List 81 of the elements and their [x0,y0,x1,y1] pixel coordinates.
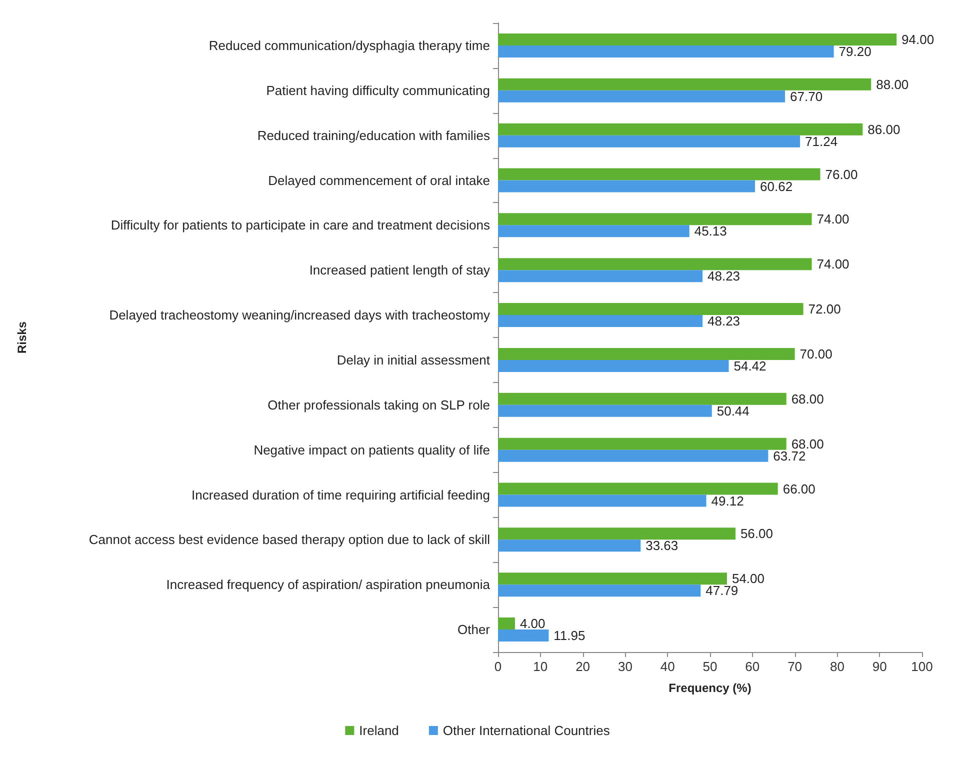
bar [498,78,872,90]
bar [498,618,515,630]
bar [498,180,756,192]
bar [498,315,702,328]
y-tick-label: Difficulty for patients to participate in care and treatment decisions [110,218,490,233]
data-label: 88.00 [876,76,909,92]
bar [498,584,701,597]
data-label: 48.23 [707,314,740,329]
data-label: 45.13 [694,224,727,239]
bar [498,494,706,507]
bar [498,225,690,238]
y-tick-label: Reduced training/education with families [257,128,490,143]
data-label: 74.00 [816,212,850,227]
y-tick-label: Patient having difficulty communicating [266,82,490,98]
data-label: 11.95 [554,628,586,644]
data-label: 94.00 [902,32,934,47]
data-label: 33.63 [646,538,678,554]
x-tick-label: 50 [702,659,718,674]
y-tick-label: Delayed commencement of oral intake [268,172,490,188]
data-label: 72.00 [808,302,841,317]
data-label: 49.12 [711,493,744,508]
bar [498,630,549,642]
data-label: 48.23 [707,268,740,284]
data-label: 86.00 [868,122,900,137]
x-tick-label: 30 [618,659,632,674]
bar [498,438,786,450]
y-axis-title: Risks [15,321,29,354]
bar [498,572,727,585]
bar [498,392,786,405]
bar [498,213,812,226]
data-label: 71.24 [805,134,838,149]
bar [498,90,786,102]
bar [498,404,712,417]
y-tick-label: Delay in initial assessment [336,352,490,368]
x-tick-label: 40 [660,659,675,674]
y-tick-label: Increased patient length of stay [309,262,490,278]
bar [498,360,729,372]
x-axis-title: Frequency (%) [668,681,752,695]
bar [498,348,795,360]
bar [498,528,736,540]
data-label: 68.00 [791,391,824,406]
bar [498,168,820,180]
y-tick-label: Cannot access best evidence based therapy option due to lack of skill [88,532,490,548]
x-tick-label: 60 [745,659,760,674]
bar [498,123,863,136]
bar [498,540,641,552]
y-tick-label: Negative impact on patients quality of life [254,442,490,458]
data-label: 67.70 [790,88,823,104]
bar [498,45,834,58]
data-label: 56.00 [740,526,773,542]
bar [498,450,768,462]
data-label: 60.62 [760,178,793,194]
legend-label: Other International Countries [442,723,610,738]
data-label: 66.00 [782,481,816,496]
bar [498,33,897,46]
x-tick-label: 90 [872,659,887,674]
x-tick-label: 80 [830,659,844,674]
x-tick-label: 0 [494,659,502,674]
y-tick-label: Reduced communication/dysphagia therapy time [208,38,490,53]
data-label: 70.00 [800,346,832,362]
y-tick-label: Increased frequency of aspiration/ aspiration pneumonia [166,577,491,592]
data-label: 4.00 [520,616,546,632]
bar [498,270,702,282]
data-label: 76.00 [825,166,858,182]
data-label: 74.00 [816,256,850,272]
x-tick-label: 70 [788,659,802,674]
y-tick-label: Increased duration of time requiring artificial feeding [192,487,490,502]
x-tick-label: 20 [576,659,590,674]
y-tick-label: Other [457,622,491,638]
bar [498,135,800,148]
x-tick-label: 100 [911,659,933,674]
x-tick-label: 10 [533,659,548,674]
bar [498,303,804,316]
data-label: 79.20 [838,44,872,59]
bar [498,482,778,495]
bar [498,258,812,270]
data-label: 54.42 [734,358,766,374]
legend-label: Ireland [359,723,399,738]
y-tick-label: Other professionals taking on SLP role [268,397,490,412]
y-tick-label: Delayed tracheostomy weaning/increased days with tracheostomy [109,308,490,323]
data-label: 50.44 [716,403,750,418]
